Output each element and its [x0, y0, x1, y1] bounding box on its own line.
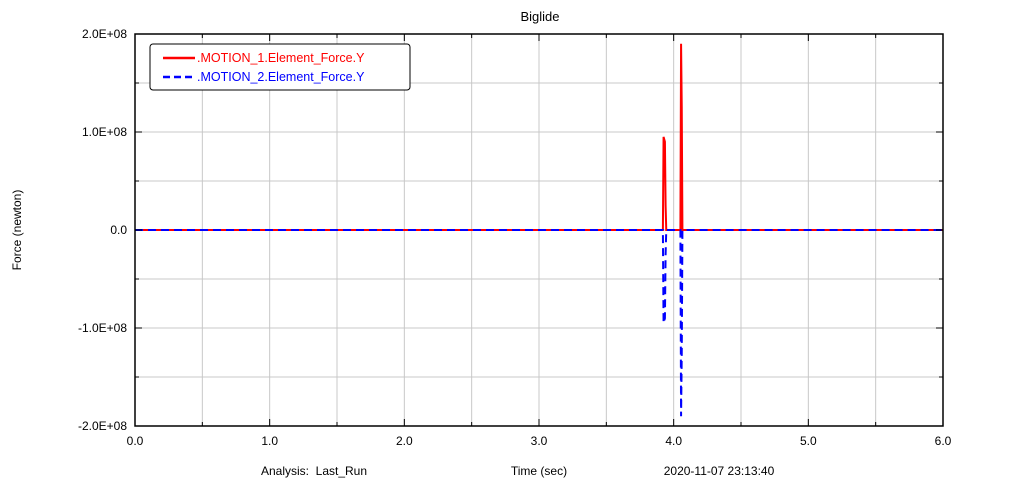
legend: .MOTION_1.Element_Force.Y .MOTION_2.Elem…	[149, 43, 411, 91]
x-axis-label: Time (sec)	[511, 464, 567, 478]
legend-box	[149, 43, 411, 91]
legend-label-motion-2: .MOTION_2.Element_Force.Y	[197, 70, 365, 84]
x-tick-labels: 0.0 1.0 2.0 3.0 4.0 5.0 6.0	[127, 434, 952, 448]
x-tick-label: 4.0	[665, 434, 682, 448]
y-tick-labels: 2.0E+08 1.0E+08 0.0 -1.0E+08 -2.0E+08	[78, 27, 127, 433]
chart-title: Biglide	[520, 9, 559, 24]
series-layer	[135, 43, 943, 417]
y-axis-label: Force (newton)	[10, 190, 24, 271]
x-tick-label: 0.0	[127, 434, 144, 448]
series-line-motion-2	[135, 229, 943, 417]
x-tick-label: 6.0	[935, 434, 952, 448]
analysis-label: Analysis: Last_Run	[261, 464, 367, 478]
x-tick-label: 2.0	[396, 434, 413, 448]
x-tick-label: 1.0	[261, 434, 278, 448]
legend-label-motion-1: .MOTION_1.Element_Force.Y	[197, 51, 365, 65]
y-tick-label: -1.0E+08	[78, 321, 127, 335]
y-tick-label: 2.0E+08	[82, 27, 127, 41]
y-tick-label: -2.0E+08	[78, 419, 127, 433]
grid	[135, 34, 943, 426]
y-tick-label: 1.0E+08	[82, 125, 127, 139]
y-tick-label: 0.0	[110, 223, 127, 237]
x-tick-label: 3.0	[531, 434, 548, 448]
ticks	[134, 33, 944, 427]
x-tick-label: 5.0	[800, 434, 817, 448]
timestamp-label: 2020-11-07 23:13:40	[664, 464, 775, 478]
